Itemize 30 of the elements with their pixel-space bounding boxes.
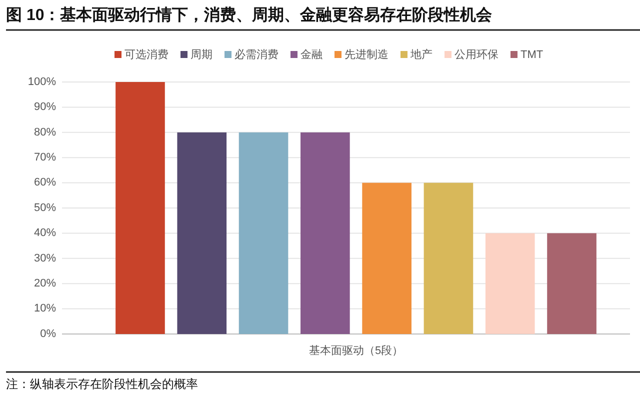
y-tick-label: 100% (28, 76, 56, 88)
legend-label: 金融 (300, 48, 322, 61)
legend-label: 地产 (410, 48, 432, 61)
text: 注：纵轴表示存在阶段性机会的概率 (6, 377, 198, 391)
y-tick-label: 20% (34, 278, 56, 290)
y-tick-label: 30% (34, 252, 56, 264)
legend-label: 必需消费 (234, 48, 278, 61)
y-tick-label: 60% (34, 176, 56, 189)
y-tick-label: 0% (40, 328, 56, 340)
legend-label: TMT (520, 48, 544, 61)
legend-label: 可选消费 (124, 48, 168, 61)
bar (116, 82, 165, 334)
y-tick-label: 70% (34, 152, 56, 164)
legend-label: 公用环保 (454, 48, 498, 61)
bar (177, 132, 227, 334)
bar (362, 182, 412, 334)
legend-label: 周期 (190, 48, 212, 61)
y-tick-label: 90% (34, 101, 56, 114)
bar (238, 132, 288, 334)
x-tick-label: 基本面驱动（5段） (308, 344, 404, 357)
bar (547, 233, 596, 334)
y-tick-label: 40% (34, 227, 56, 240)
y-tick-label: 10% (34, 302, 56, 315)
bar (424, 182, 474, 334)
legend-label: 先进制造 (344, 48, 388, 61)
chart-title: 图 10：基本面驱动行情下，消费、周期、金融更容易存在阶段性机会 (6, 5, 494, 24)
y-tick-label: 50% (34, 202, 56, 214)
bar (300, 132, 350, 334)
y-tick-label: 80% (34, 126, 56, 138)
bar (485, 233, 535, 334)
